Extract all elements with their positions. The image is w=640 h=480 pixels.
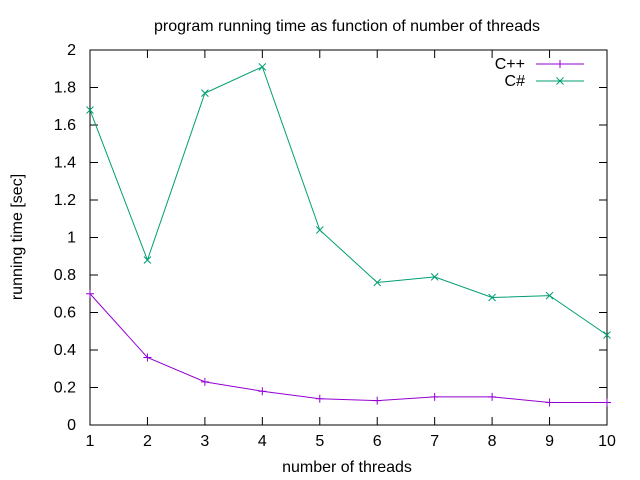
x-tick-label: 7	[430, 433, 439, 450]
plus-point-marker	[556, 60, 564, 68]
y-tick-label: 1.2	[54, 192, 76, 209]
x-tick-label: 6	[373, 433, 382, 450]
y-tick-label: 1.6	[54, 117, 76, 134]
x-tick-label: 3	[200, 433, 209, 450]
plus-point-marker	[430, 392, 439, 401]
plus-point-marker	[488, 392, 497, 401]
cross-point-marker	[603, 331, 611, 339]
legend: C++C#	[495, 56, 584, 90]
y-tick-label: 0.6	[54, 305, 76, 322]
x-tick-label: 8	[488, 433, 497, 450]
cross-point-marker	[556, 77, 564, 85]
x-tick-label: 5	[315, 433, 324, 450]
cross-point-marker	[315, 226, 324, 234]
plus-point-marker	[258, 387, 267, 396]
x-tick-label: 1	[86, 433, 95, 450]
y-tick-label: 0.8	[54, 267, 76, 284]
plus-point-marker	[373, 396, 382, 405]
series-line	[89, 66, 608, 336]
y-tick-label: 0.2	[54, 380, 76, 397]
plus-point-marker	[545, 398, 554, 407]
y-tick-label: 1.8	[54, 80, 76, 97]
x-axis-ticks: 1 2 3 4 5 6 7 8 9 10	[86, 50, 616, 450]
plus-point-marker	[315, 394, 324, 403]
cross-point-marker	[373, 278, 382, 287]
plus-point-marker	[86, 289, 94, 298]
x-tick-label: 10	[598, 433, 616, 450]
plus-point-marker	[200, 377, 209, 386]
legend-label: C#	[505, 73, 526, 90]
legend-item: C#	[505, 73, 584, 90]
x-tick-label: 2	[143, 433, 152, 450]
series-layer	[86, 63, 611, 407]
legend-label: C++	[495, 56, 525, 73]
plus-point-marker	[603, 398, 611, 407]
y-tick-label: 1.4	[54, 155, 76, 172]
x-axis-label: number of threads	[282, 459, 412, 476]
cross-point-marker	[143, 256, 152, 264]
y-tick-label: 0.4	[54, 342, 76, 359]
x-tick-label: 9	[545, 433, 554, 450]
series-csharp	[86, 63, 611, 339]
legend-item: C++	[495, 56, 584, 73]
cross-point-marker	[430, 273, 439, 281]
cross-point-marker	[488, 293, 496, 302]
plus-point-marker	[143, 353, 152, 362]
y-axis-ticks: 0 0.2 0.4 0.6 0.8 1 1.2 1.4 1.6 1.8 2	[54, 42, 607, 434]
cross-point-marker	[201, 89, 209, 97]
cross-point-marker	[545, 291, 554, 300]
y-tick-label: 1	[67, 230, 76, 247]
series-cpp	[86, 289, 611, 407]
y-tick-label: 2	[67, 42, 76, 59]
cross-point-marker	[258, 63, 267, 71]
y-axis-label: running time [sec]	[9, 174, 26, 300]
x-tick-label: 4	[258, 433, 267, 450]
plot-frame	[89, 49, 608, 426]
series-line	[89, 293, 607, 403]
chart-title: program running time as function of numb…	[154, 18, 540, 35]
cross-point-marker	[86, 106, 94, 114]
y-tick-label: 0	[67, 417, 76, 434]
